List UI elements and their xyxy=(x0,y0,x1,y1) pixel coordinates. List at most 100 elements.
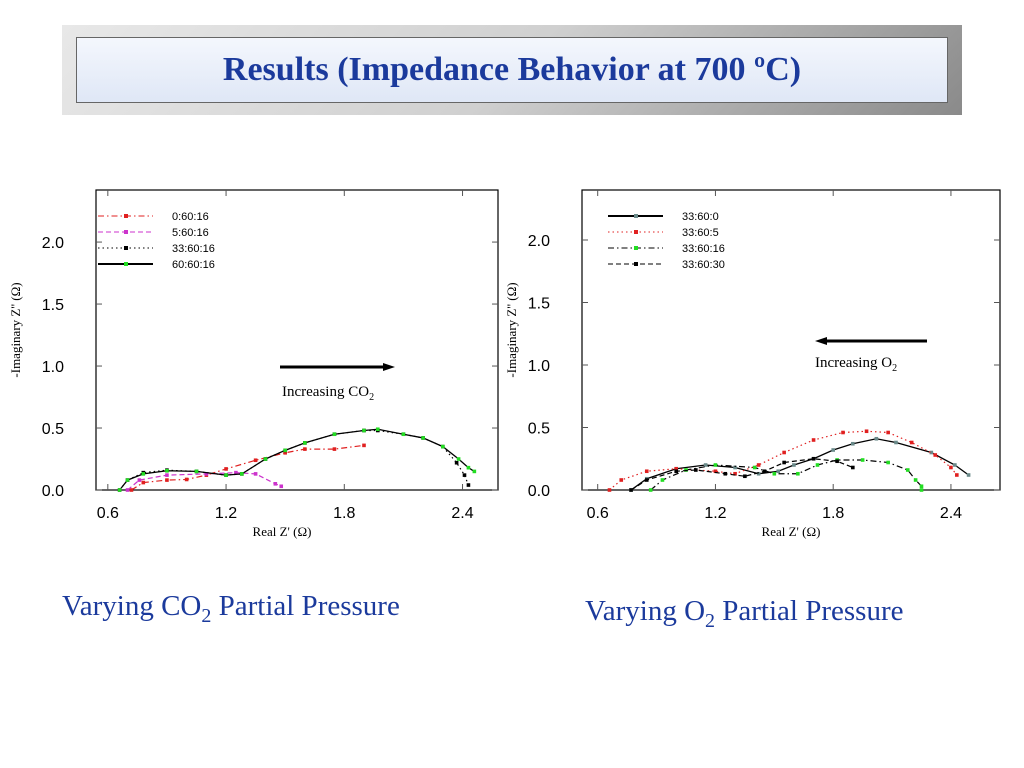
data-point xyxy=(835,459,839,464)
data-point xyxy=(815,463,820,467)
annotation-label: Increasing CO2 xyxy=(282,384,374,403)
slide-title: Results (Impedance Behavior at 700 ºC) xyxy=(222,51,802,88)
data-point xyxy=(629,488,633,492)
data-point xyxy=(913,478,918,482)
annotation-subscript: 2 xyxy=(892,363,897,374)
y-tick-label: 0.5 xyxy=(42,421,64,438)
data-point xyxy=(362,428,366,433)
data-point xyxy=(860,458,865,462)
y-tick-label: 1.5 xyxy=(42,297,64,314)
x-axis-label: Real Z' (Ω) xyxy=(253,524,312,539)
data-point xyxy=(733,465,737,470)
legend-marker xyxy=(634,230,638,234)
legend-marker xyxy=(124,246,128,250)
data-point xyxy=(811,438,816,442)
data-point xyxy=(204,472,209,476)
data-point xyxy=(674,466,678,471)
data-point xyxy=(332,447,337,451)
data-point xyxy=(141,472,146,476)
legend-marker xyxy=(634,246,638,250)
data-point xyxy=(441,444,445,449)
data-point xyxy=(752,465,757,470)
x-tick-label: 0.6 xyxy=(97,505,119,522)
data-point xyxy=(756,471,761,476)
legend-marker xyxy=(124,230,128,234)
x-tick-label: 1.8 xyxy=(822,505,844,522)
data-point xyxy=(782,450,786,455)
arrow-head-icon xyxy=(815,337,827,345)
data-point xyxy=(466,465,471,470)
caption-left-sub: 2 xyxy=(201,604,212,627)
x-tick-label: 2.4 xyxy=(451,505,473,522)
series-0:60:16 xyxy=(129,443,366,492)
data-point xyxy=(905,468,910,472)
data-point xyxy=(694,468,698,472)
legend-label: 33:60:5 xyxy=(682,227,719,239)
y-tick-label: 0.5 xyxy=(528,421,550,438)
data-point xyxy=(648,488,653,492)
series-60:60:16 xyxy=(117,427,477,492)
y-tick-label: 2.0 xyxy=(528,233,550,250)
data-point xyxy=(607,488,612,492)
legend-label: 33:60:0 xyxy=(682,211,719,223)
data-point xyxy=(811,456,816,461)
data-point xyxy=(723,471,728,476)
data-point xyxy=(303,441,307,445)
y-tick-label: 2.0 xyxy=(42,235,64,252)
x-axis-label: Real Z' (Ω) xyxy=(762,524,821,539)
data-point xyxy=(240,472,244,476)
data-point xyxy=(762,469,767,474)
data-point xyxy=(886,430,890,435)
series-5:60:16 xyxy=(125,470,284,492)
data-point xyxy=(466,483,471,487)
caption-left-text2: Partial Pressure xyxy=(211,590,400,622)
data-point xyxy=(933,453,938,457)
data-point xyxy=(303,447,307,451)
data-point xyxy=(129,488,134,492)
data-point xyxy=(253,472,258,476)
y-tick-label: 1.5 xyxy=(528,296,550,313)
x-tick-label: 1.8 xyxy=(333,505,355,522)
legend-label: 5:60:16 xyxy=(172,227,209,239)
data-point xyxy=(362,443,366,448)
data-point xyxy=(782,460,786,465)
legend-marker xyxy=(124,262,128,266)
data-point xyxy=(929,450,934,455)
data-point xyxy=(165,468,169,473)
legend-label: 0:60:16 xyxy=(172,211,209,223)
legend-label: 33:60:30 xyxy=(682,259,725,271)
caption-right: Varying O2 Partial Pressure xyxy=(585,595,903,633)
y-tick-label: 0.0 xyxy=(528,483,550,500)
legend-label: 60:60:16 xyxy=(172,259,215,271)
data-point xyxy=(776,469,781,474)
data-point xyxy=(194,469,199,474)
data-point xyxy=(644,469,649,474)
data-point xyxy=(332,432,337,437)
data-point xyxy=(949,465,953,470)
data-point xyxy=(462,473,467,477)
data-point xyxy=(743,474,747,479)
data-point xyxy=(279,484,284,489)
series-33:60:30 xyxy=(629,456,855,492)
data-point xyxy=(772,471,777,476)
caption-right-sub: 2 xyxy=(705,609,716,632)
data-point xyxy=(756,463,761,467)
y-tick-label: 1.0 xyxy=(42,359,64,376)
data-point xyxy=(796,471,800,476)
data-point xyxy=(919,484,924,489)
data-point xyxy=(955,473,959,477)
data-point xyxy=(234,470,238,475)
data-point xyxy=(421,436,425,440)
data-point xyxy=(792,463,796,467)
data-point xyxy=(375,427,380,432)
data-point xyxy=(864,429,869,434)
data-point xyxy=(909,440,914,445)
data-point xyxy=(851,441,855,446)
annotation-subscript: 2 xyxy=(369,392,374,403)
data-point xyxy=(165,473,169,477)
chart-2: 0.6 1.2 1.8 2.4 0.0 0.5 1.0 1.5 2.0 Real Z' (Ω) -I… xyxy=(504,189,1001,539)
data-point xyxy=(141,480,146,485)
data-point xyxy=(894,440,898,445)
legend-label: 33:60:16 xyxy=(172,243,215,255)
